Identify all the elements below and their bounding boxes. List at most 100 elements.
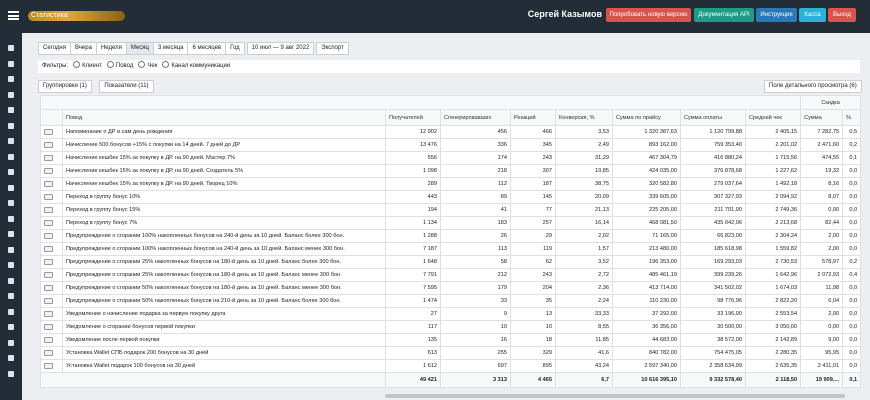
sidebar-icon[interactable]: [8, 91, 14, 98]
sidebar-icon[interactable]: [8, 293, 14, 299]
sidebar-icon[interactable]: [8, 231, 14, 237]
table-row[interactable]: Уведомление после первой покупки 135 16 18 1…: [40, 333, 862, 347]
sidebar-icon[interactable]: [8, 200, 14, 206]
row-icon[interactable]: [44, 206, 53, 213]
header-button[interactable]: Инструкция: [756, 8, 797, 22]
sidebar-icon[interactable]: [8, 262, 14, 268]
table-row[interactable]: Переход в группу бонус 7% 1 134 183 257 16,1…: [40, 216, 862, 230]
row-icon[interactable]: [44, 219, 53, 226]
row-icon[interactable]: [44, 323, 53, 330]
filter-item[interactable]: Чек: [138, 63, 157, 69]
sidebar-icon[interactable]: [8, 60, 14, 67]
row-icon[interactable]: [44, 128, 53, 135]
menu-button[interactable]: [8, 11, 19, 20]
row-icon[interactable]: [44, 349, 53, 356]
column-header[interactable]: %: [842, 109, 862, 126]
row-icon[interactable]: [44, 167, 53, 174]
row-icon[interactable]: [44, 180, 53, 187]
table-row[interactable]: Начисление кешбек 15% за покупку в ДР. н…: [40, 177, 862, 191]
column-header[interactable]: Средний чек: [744, 109, 802, 126]
value-cell: 16,14: [555, 216, 613, 230]
period-button[interactable]: 6 месяцев: [187, 42, 227, 55]
sidebar-icon[interactable]: [8, 339, 14, 346]
column-header[interactable]: Сумма оплаты: [680, 109, 746, 126]
total-value: 9 332 578,40: [680, 372, 746, 388]
header-button[interactable]: Выход: [828, 8, 856, 22]
sidebar-icon[interactable]: [8, 370, 14, 377]
filter-item[interactable]: Канал коммуникации: [162, 63, 230, 69]
indicators-button[interactable]: Показатели (11): [99, 80, 154, 93]
filter-item[interactable]: Повод: [107, 63, 133, 69]
scrollbar[interactable]: [385, 394, 845, 398]
export-button[interactable]: Экспорт: [316, 42, 349, 55]
table-row[interactable]: Начисление кешбек 15% за покупку в ДР. н…: [40, 151, 862, 165]
period-button[interactable]: Неделя: [95, 42, 127, 55]
sidebar-icon[interactable]: [8, 122, 14, 129]
row-icon[interactable]: [44, 336, 53, 343]
column-header[interactable]: Конверсия, %: [555, 109, 613, 126]
row-icon[interactable]: [44, 271, 53, 278]
sidebar-icon[interactable]: [8, 153, 14, 160]
row-icon[interactable]: [44, 245, 53, 252]
row-icon[interactable]: [44, 258, 53, 265]
row-icon[interactable]: [44, 362, 53, 369]
sidebar-icon[interactable]: [8, 215, 14, 222]
row-icon[interactable]: [44, 193, 53, 200]
table-row[interactable]: Уведомление о начисление подарка за перв…: [40, 307, 862, 321]
sidebar-icon[interactable]: [8, 246, 14, 253]
date-range-button[interactable]: 10 июл — 9 авг 2022: [246, 42, 315, 55]
table-row[interactable]: Переход в группу бонус 10% 443 89 145 20,09 3…: [40, 190, 862, 204]
header-button[interactable]: Попробовать новую версию: [606, 8, 691, 22]
reason-cell: Установка Wallet СПБ подарок 200 бонусов…: [62, 346, 386, 360]
table-row[interactable]: Переход в группу бонус 15% 194 41 77 21,13 22…: [40, 203, 862, 217]
value-cell: 44 683,00: [612, 333, 681, 347]
reason-cell: Начисление кешбек 15% за покупку в ДР. н…: [62, 164, 386, 178]
table-row[interactable]: Установка Wallet СПБ подарок 200 бонусов…: [40, 346, 862, 360]
column-header[interactable]: Повод: [62, 109, 386, 126]
period-button[interactable]: Вчера: [70, 42, 97, 55]
table-row[interactable]: Предупреждение о сгорании 100% накопленн…: [40, 229, 862, 243]
table-row[interactable]: Начисление кешбек 15% за покупку в ДР. н…: [40, 164, 862, 178]
row-icon[interactable]: [44, 232, 53, 239]
table-row[interactable]: Предупреждение о сгорании 50% накопленны…: [40, 294, 862, 308]
row-icon[interactable]: [44, 154, 53, 161]
value-cell: 2,24: [555, 294, 613, 308]
sidebar-icon[interactable]: [8, 169, 14, 175]
sidebar-icon[interactable]: [8, 355, 14, 361]
sidebar-icon[interactable]: [8, 277, 14, 284]
column-header[interactable]: Сгенерировавших: [440, 109, 511, 126]
row-icon[interactable]: [44, 297, 53, 304]
period-button[interactable]: 3 месяца: [152, 42, 189, 55]
period-button[interactable]: Месяц: [125, 42, 154, 55]
table-row[interactable]: Предупреждение о сгорании 100% накопленн…: [40, 242, 862, 256]
sidebar-icon[interactable]: [8, 107, 14, 113]
sidebar-icon[interactable]: [8, 76, 14, 82]
column-header[interactable]: Реакций: [510, 109, 556, 126]
row-icon-cell: [40, 242, 63, 256]
sidebar-icon[interactable]: [8, 45, 14, 51]
column-header[interactable]: Получателей: [385, 109, 441, 126]
groupings-button[interactable]: Группировки (1): [38, 80, 92, 93]
filter-item[interactable]: Клиент: [73, 63, 102, 69]
table-row[interactable]: Предупреждение о сгорании 50% накопленны…: [40, 281, 862, 295]
row-icon[interactable]: [44, 284, 53, 291]
period-button[interactable]: Год: [225, 42, 245, 55]
sidebar-icon[interactable]: [8, 138, 14, 144]
period-button[interactable]: Сегодня: [38, 42, 71, 55]
column-header[interactable]: Сумма: [800, 109, 844, 126]
header-button[interactable]: Документация API: [694, 8, 754, 22]
sidebar-icon[interactable]: [8, 324, 14, 330]
row-icon[interactable]: [44, 141, 53, 148]
column-header[interactable]: Сумма по прайсу: [612, 109, 681, 126]
table-row[interactable]: Предупреждение о сгорании 25% накопленны…: [40, 268, 862, 282]
table-row[interactable]: Начисление 500 бонусов +15% с покупки на…: [40, 138, 862, 152]
table-row[interactable]: Предупреждение о сгорании 25% накопленны…: [40, 255, 862, 269]
sidebar-icon[interactable]: [8, 184, 14, 191]
table-row[interactable]: Напоминание о ДР в сам день рождения 12 9…: [40, 125, 862, 139]
row-icon[interactable]: [44, 310, 53, 317]
detail-fields-button[interactable]: Поле детального просмотра (6): [764, 80, 862, 93]
table-row[interactable]: Установка Wallet подарок 100 бонусов на …: [40, 359, 862, 373]
header-button[interactable]: Касса: [799, 8, 826, 22]
table-row[interactable]: Уведомление о сгорании бонусов первой по…: [40, 320, 862, 334]
sidebar-icon[interactable]: [8, 308, 14, 315]
